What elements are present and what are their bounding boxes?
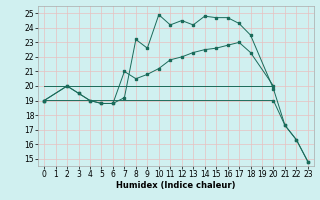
X-axis label: Humidex (Indice chaleur): Humidex (Indice chaleur) <box>116 181 236 190</box>
